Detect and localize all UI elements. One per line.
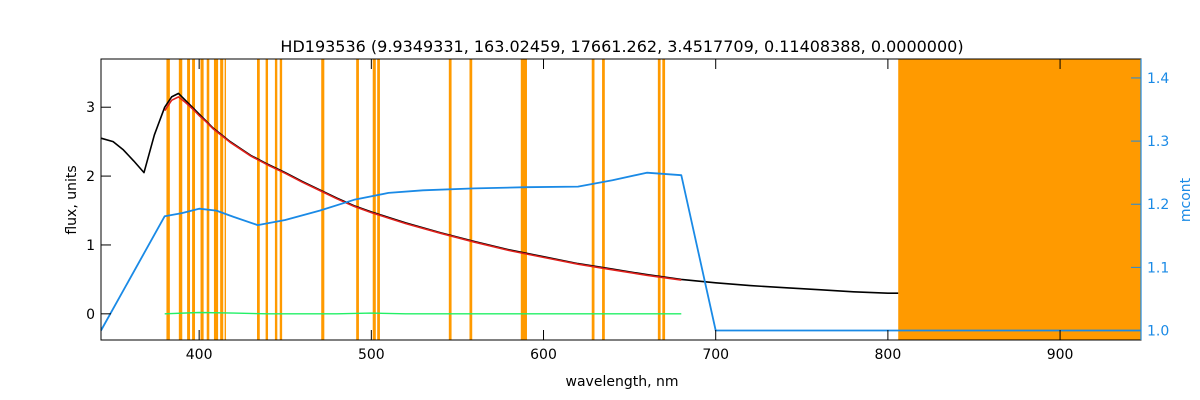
- y-axis-label: flux, units: [64, 165, 80, 234]
- masked-region-0: [166, 59, 170, 340]
- masked-region-1: [178, 59, 183, 340]
- chart-title: HD193536 (9.9349331, 163.02459, 17661.26…: [280, 37, 963, 56]
- masked-region-16: [377, 59, 380, 340]
- y2-tick-label: 1.1: [1147, 260, 1169, 276]
- masked-region-12: [279, 59, 283, 340]
- masked-region-17: [448, 59, 452, 340]
- y2-axis-label: mcont: [1178, 177, 1194, 222]
- masked-region-9: [257, 59, 260, 340]
- y-tick-label: 1: [86, 238, 95, 254]
- series-model: [164, 96, 682, 281]
- masked-region-23: [662, 59, 666, 340]
- y2-tick-label: 1.0: [1147, 324, 1169, 340]
- x-tick-label: 700: [702, 347, 729, 363]
- x-tick-label: 600: [530, 347, 557, 363]
- masked-region-20: [591, 59, 595, 340]
- masked-region-6: [213, 59, 219, 340]
- masked-region-22: [657, 59, 661, 340]
- masked-region-15: [372, 59, 376, 340]
- masked-region-13: [321, 59, 325, 340]
- masked-region-7: [220, 59, 224, 340]
- x-tick-label: 400: [186, 347, 213, 363]
- masked-region-10: [265, 59, 269, 340]
- series-layer: [100, 92, 1141, 332]
- masked-region-19: [520, 59, 527, 340]
- y2-tick-label: 1.4: [1147, 71, 1169, 87]
- masked-region-2: [187, 59, 191, 340]
- masked-region-24: [898, 59, 1141, 340]
- y2-tick-label: 1.2: [1147, 197, 1169, 213]
- masked-region-4: [200, 59, 204, 340]
- y2-tick-label: 1.3: [1147, 134, 1169, 150]
- masked-regions: [166, 59, 1141, 340]
- x-tick-label: 900: [1047, 347, 1074, 363]
- y-tick-label: 3: [86, 100, 95, 116]
- y-tick-label: 0: [86, 307, 95, 323]
- y-tick-label: 2: [86, 169, 95, 185]
- axes-layer: 400 500 600 700 800 900 0 1 2 3 1.0 1.1 1.2 1.3 1.4: [86, 59, 1169, 363]
- masked-region-18: [469, 59, 473, 340]
- series-residual: [164, 311, 682, 315]
- x-tick-label: 500: [358, 347, 385, 363]
- masked-region-5: [206, 59, 210, 340]
- masked-region-8: [224, 59, 227, 340]
- masked-region-21: [602, 59, 605, 340]
- masked-region-11: [274, 59, 278, 340]
- series-continuum: [100, 171, 1141, 332]
- x-axis-label: wavelength, nm: [566, 374, 679, 390]
- x-tick-label: 800: [875, 347, 902, 363]
- masked-region-3: [192, 59, 196, 340]
